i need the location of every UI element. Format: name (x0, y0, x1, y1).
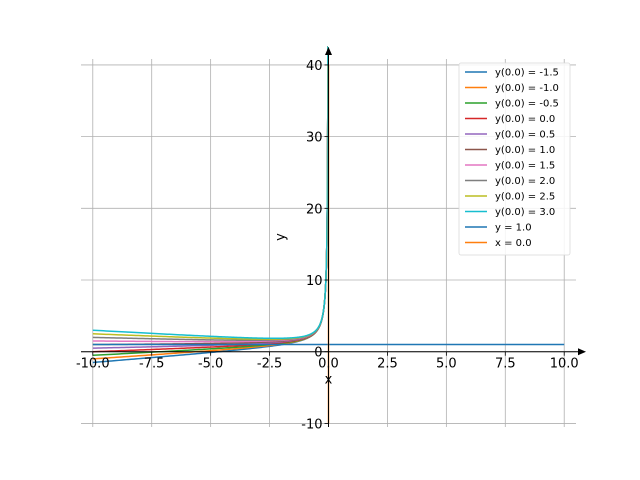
x-tick-label: 5.0 (436, 357, 457, 372)
legend-entry: y = 1.0 (495, 223, 532, 234)
y-axis-arrow (325, 47, 332, 55)
x-axis-arrow (578, 348, 586, 356)
y-tick-label: 0 (314, 346, 322, 361)
series-line-9 (92, 46, 329, 340)
x-tick-label: 0.0 (318, 357, 339, 372)
x-tick-label: -7.5 (139, 357, 164, 372)
y-tick-label: 40 (306, 59, 323, 74)
legend-entry: y(0.0) = 3.0 (495, 207, 555, 218)
y-tick-label: -10 (301, 417, 322, 432)
legend-entry: y(0.0) = -1.5 (495, 68, 559, 79)
y-axis-label: y (274, 233, 289, 241)
legend-entry: y(0.0) = -1.0 (495, 83, 559, 94)
legend-entry: y(0.0) = 2.5 (495, 192, 555, 203)
x-tick-label: -2.5 (257, 357, 282, 372)
axes (81, 47, 586, 427)
y-tick-label: 10 (306, 274, 323, 289)
legend-entry: y(0.0) = 2.0 (495, 176, 555, 187)
legend-entry: y(0.0) = 0.5 (495, 130, 555, 141)
legend-entry: y(0.0) = 1.0 (495, 145, 555, 156)
ticks: -10.0 -7.5 -5.0 -2.5 0.0 2.5 5.0 7.5 10.0 -10 0 10 2… (76, 59, 579, 432)
legend-entry: y(0.0) = 0.0 (495, 114, 555, 125)
x-tick-label: 7.5 (495, 357, 516, 372)
legend: y(0.0) = -1.5 y(0.0) = -1.0 y(0.0) = -0.5 y… (458, 62, 571, 256)
x-tick-label: 2.5 (377, 357, 398, 372)
x-tick-label: -10.0 (76, 357, 110, 372)
y-tick-label: 20 (306, 202, 323, 217)
x-tick-label: -5.0 (198, 357, 223, 372)
legend-entry: y(0.0) = -0.5 (495, 99, 559, 110)
y-tick-label: 30 (306, 131, 323, 146)
legend-entry: y(0.0) = 1.5 (495, 161, 555, 172)
legend-entry: x = 0.0 (495, 238, 532, 249)
legend-box (458, 62, 571, 256)
x-tick-label: 10.0 (550, 357, 579, 372)
x-axis-label: x (325, 373, 333, 388)
